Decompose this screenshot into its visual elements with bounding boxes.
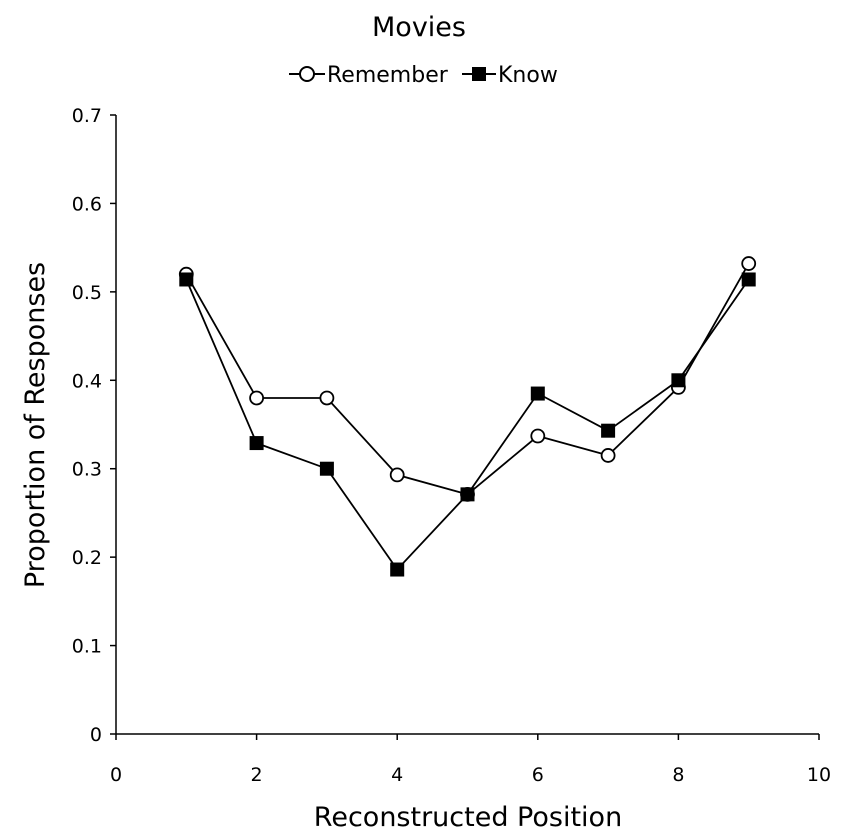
- y-tick-label: 0.5: [72, 282, 102, 304]
- point-know: [319, 461, 334, 476]
- legend-marker-remember: [299, 66, 315, 82]
- legend-label-know: Know: [498, 63, 558, 88]
- legend: Remember Know: [289, 63, 558, 88]
- point-know: [530, 386, 545, 401]
- point-know: [671, 373, 686, 388]
- point-remember: [319, 390, 335, 406]
- y-tick-label: 0: [90, 724, 102, 746]
- legend-item-remember: Remember: [289, 63, 449, 88]
- series-line-remember: [185, 263, 750, 496]
- x-tick-label: 10: [807, 764, 831, 786]
- x-tick-label: 6: [532, 764, 544, 786]
- y-tick-label: 0.3: [72, 459, 102, 481]
- x-tick-label: 4: [391, 764, 403, 786]
- x-tick-label: 0: [110, 764, 122, 786]
- axes: 0 0.1 0.2 0.3 0.4 0.5 0.6 0.7 0 2 4 6 8 10: [72, 105, 831, 786]
- series-line-know: [185, 278, 750, 571]
- point-know: [249, 436, 264, 451]
- x-tick-label: 2: [251, 764, 263, 786]
- point-know: [390, 562, 405, 577]
- chart-title: Movies: [372, 12, 466, 43]
- point-know: [741, 272, 756, 287]
- y-tick-label: 0.1: [72, 636, 102, 658]
- x-axis-label: Reconstructed Position: [314, 802, 622, 833]
- point-remember: [741, 256, 757, 271]
- y-tick-label: 0.4: [72, 370, 102, 392]
- point-know: [179, 272, 194, 287]
- point-remember: [389, 467, 405, 483]
- y-axis-label: Proportion of Responses: [20, 262, 51, 588]
- point-know: [460, 487, 475, 502]
- point-remember: [600, 448, 616, 463]
- x-tick-label: 8: [672, 764, 684, 786]
- legend-item-know: Know: [462, 63, 558, 88]
- series-layer: [178, 256, 757, 577]
- point-remember: [530, 428, 546, 444]
- point-know: [601, 423, 616, 438]
- y-tick-label: 0.7: [72, 105, 102, 127]
- y-tick-label: 0.6: [72, 193, 102, 215]
- y-tick-label: 0.2: [72, 547, 102, 569]
- legend-marker-know: [472, 67, 486, 81]
- legend-label-remember: Remember: [327, 63, 449, 88]
- point-remember: [249, 390, 265, 406]
